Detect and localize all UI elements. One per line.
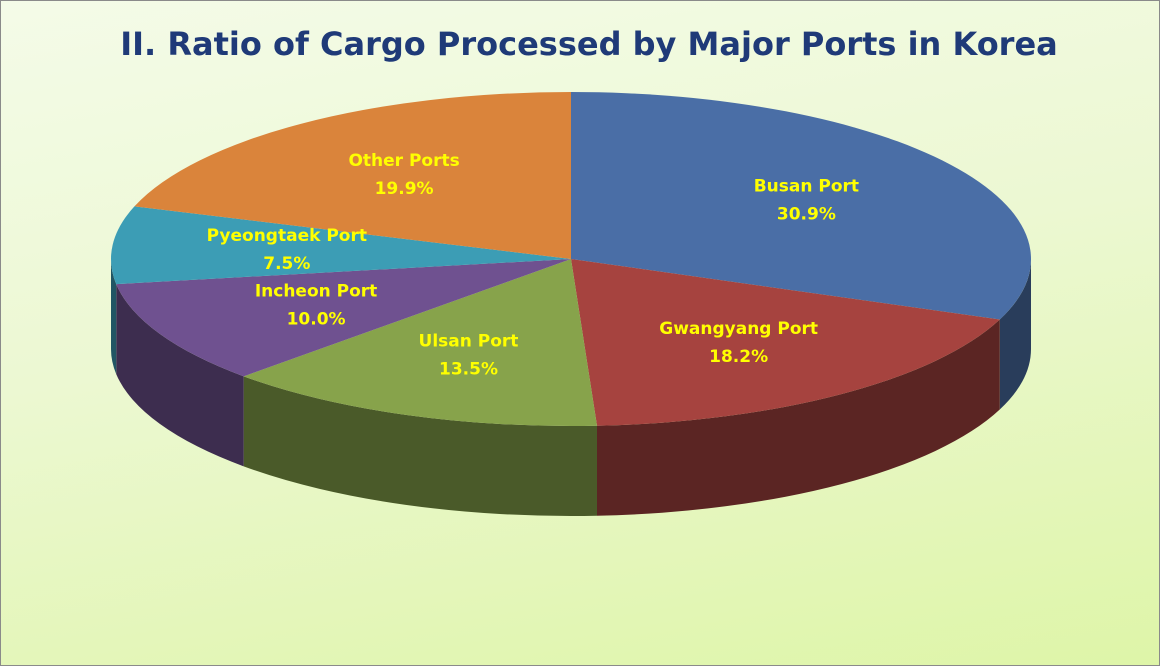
chart-title: II. Ratio of Cargo Processed by Major Po…	[120, 25, 1058, 63]
slice-side	[243, 376, 597, 516]
slice	[571, 92, 1031, 320]
slice-value-label: 19.9%	[375, 179, 434, 199]
slice-side	[111, 259, 117, 375]
slice	[243, 259, 597, 426]
slice-label: Other Ports	[348, 151, 459, 171]
slice-label: Gwangyang Port	[659, 319, 818, 339]
slice-label: Incheon Port	[255, 281, 378, 301]
slice-label: Busan Port	[754, 177, 859, 197]
slice	[134, 92, 571, 259]
slice	[111, 206, 571, 285]
slice-side	[116, 284, 244, 467]
slice-label: Pyeongtaek Port	[207, 226, 367, 246]
slice	[571, 259, 1000, 426]
slice-value-label: 18.2%	[709, 347, 768, 367]
slice-side	[596, 319, 1000, 516]
slice	[116, 259, 571, 377]
slice-value-label: 13.5%	[439, 360, 498, 380]
slice-value-label: 30.9%	[777, 205, 836, 225]
slice-value-label: 10.0%	[287, 309, 346, 329]
slice-side	[999, 259, 1031, 410]
slice-label: Ulsan Port	[419, 332, 519, 352]
slice-value-label: 7.5%	[263, 254, 310, 274]
